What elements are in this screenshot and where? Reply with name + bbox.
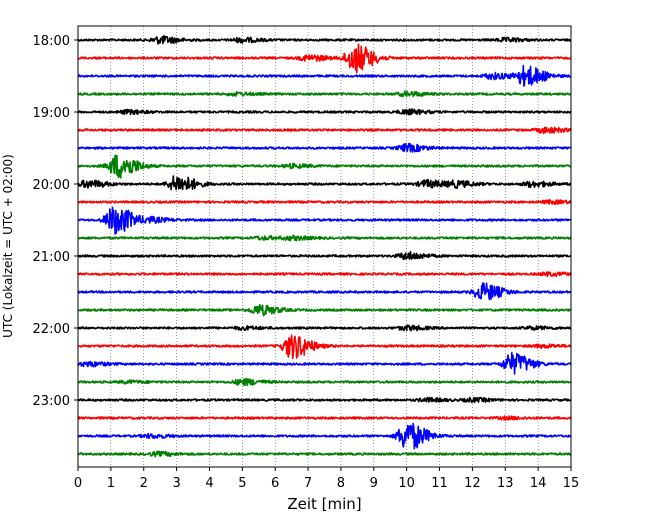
x-tick-label: 4 xyxy=(205,476,213,491)
trace-rows xyxy=(77,34,572,458)
y-axis: 18:00 19:00 20:00 21:00 22:00 23:00 xyxy=(33,34,78,409)
trace-line xyxy=(77,334,572,360)
trace-line xyxy=(77,64,572,87)
x-tick-label: 7 xyxy=(304,476,312,491)
x-tick-label: 12 xyxy=(464,476,481,491)
trace-line xyxy=(77,450,572,458)
trace-line xyxy=(77,126,572,134)
trace-line xyxy=(77,415,572,421)
trace-line xyxy=(77,234,572,242)
plot-frame xyxy=(77,25,572,468)
trace-line xyxy=(77,303,572,317)
x-axis: 0 1 2 3 4 5 6 7 8 9 10 11 12 13 14 15 xyxy=(74,467,579,491)
trace-line xyxy=(77,377,572,387)
trace-line xyxy=(77,90,572,98)
x-tick-label: 14 xyxy=(530,476,547,491)
trace-line xyxy=(77,199,572,206)
trace-line xyxy=(77,271,572,278)
x-tick-label: 1 xyxy=(107,476,115,491)
trace-line xyxy=(77,154,572,179)
x-tick-label: 0 xyxy=(74,476,82,491)
y-tick-label: 20:00 xyxy=(33,178,70,193)
y-axis-label: UTC (Lokalzeit = UTC + 02:00) xyxy=(1,154,15,338)
trace-line xyxy=(77,422,572,450)
x-axis-label: Zeit [min] xyxy=(287,495,361,513)
x-tick-label: 8 xyxy=(337,476,345,491)
x-tick-label: 6 xyxy=(271,476,279,491)
x-tick-label: 15 xyxy=(563,476,580,491)
trace-line xyxy=(77,251,572,261)
trace-line xyxy=(77,206,572,235)
x-tick-label: 9 xyxy=(370,476,378,491)
trace-line xyxy=(77,43,572,74)
trace-line xyxy=(77,108,572,116)
y-tick-label: 19:00 xyxy=(33,106,70,121)
trace-line xyxy=(77,282,572,301)
y-tick-label: 18:00 xyxy=(33,34,70,49)
y-tick-label: 21:00 xyxy=(33,250,70,265)
x-tick-label: 10 xyxy=(398,476,415,491)
trace-line xyxy=(77,142,572,153)
x-tick-label: 2 xyxy=(140,476,148,491)
x-tick-label: 5 xyxy=(238,476,246,491)
x-tick-label: 11 xyxy=(431,476,448,491)
trace-line xyxy=(77,396,572,404)
trace-line xyxy=(77,351,572,375)
y-tick-label: 23:00 xyxy=(33,394,70,409)
trace-line xyxy=(77,175,572,191)
trace-line xyxy=(77,324,572,332)
x-tick-label: 13 xyxy=(497,476,514,491)
y-tick-label: 22:00 xyxy=(33,322,70,337)
x-tick-label: 3 xyxy=(172,476,180,491)
trace-line xyxy=(77,34,572,45)
